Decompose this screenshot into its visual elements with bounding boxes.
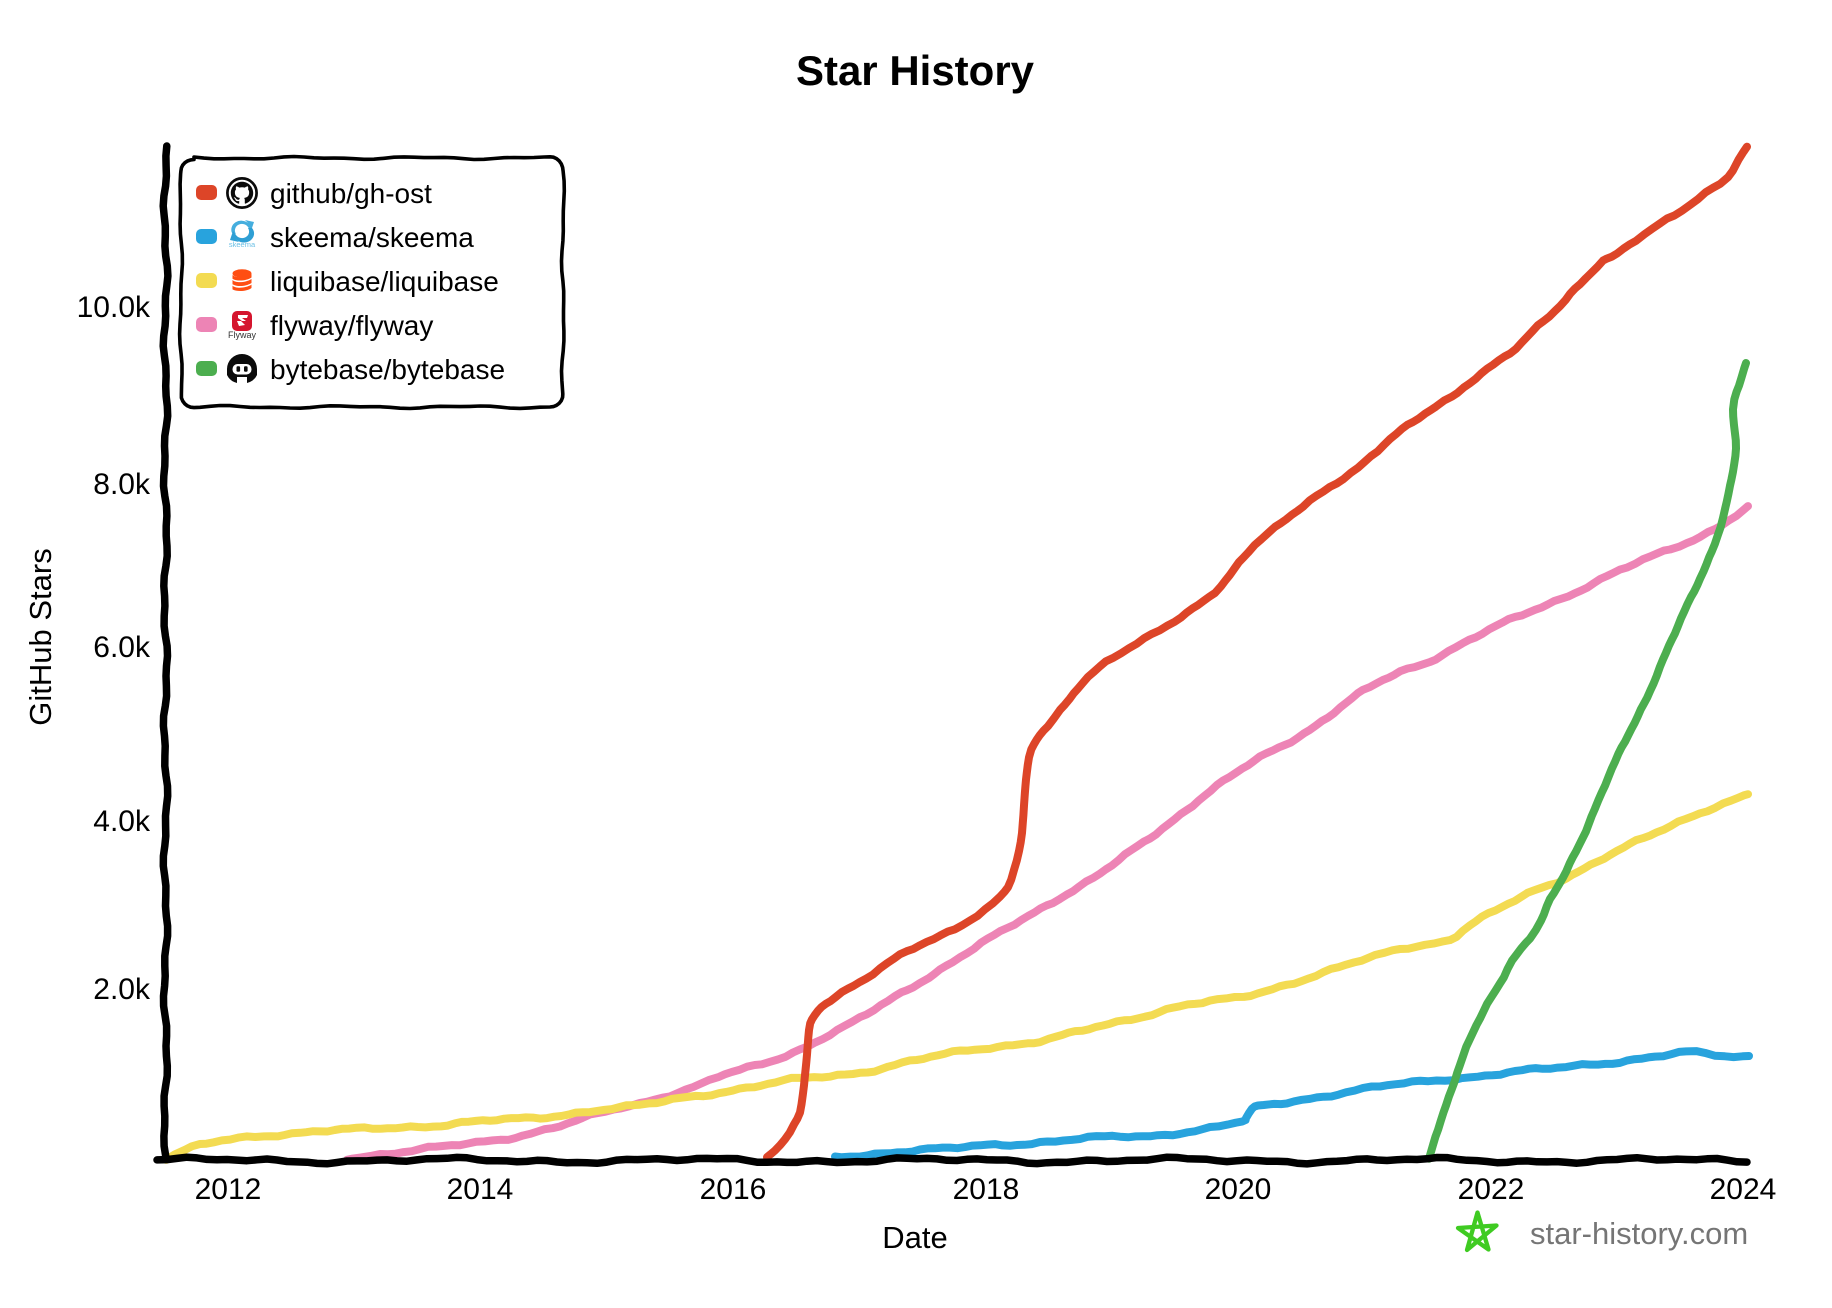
svg-text:Flyway: Flyway (228, 330, 257, 340)
svg-text:6.0k: 6.0k (93, 631, 151, 664)
svg-text:Star History: Star History (796, 47, 1035, 94)
svg-text:4.0k: 4.0k (93, 805, 151, 838)
svg-text:10.0k: 10.0k (77, 291, 151, 324)
svg-text:2018: 2018 (953, 1173, 1020, 1206)
svg-text:flyway/flyway: flyway/flyway (270, 310, 433, 341)
svg-text:2022: 2022 (1458, 1173, 1525, 1206)
svg-text:github/gh-ost: github/gh-ost (270, 178, 432, 209)
svg-text:2020: 2020 (1205, 1173, 1272, 1206)
svg-text:skeema/skeema: skeema/skeema (270, 222, 474, 253)
svg-text:GitHub Stars: GitHub Stars (23, 548, 58, 725)
svg-text:bytebase/bytebase: bytebase/bytebase (270, 354, 505, 385)
svg-text:2014: 2014 (447, 1173, 514, 1206)
svg-text:skeema: skeema (229, 240, 256, 249)
svg-text:2012: 2012 (195, 1173, 262, 1206)
svg-text:Date: Date (882, 1220, 947, 1255)
svg-text:2024: 2024 (1710, 1173, 1777, 1206)
svg-text:2016: 2016 (700, 1173, 767, 1206)
svg-text:star-history.com: star-history.com (1530, 1216, 1748, 1251)
svg-text:8.0k: 8.0k (93, 468, 151, 501)
svg-text:2.0k: 2.0k (93, 973, 151, 1006)
svg-text:liquibase/liquibase: liquibase/liquibase (270, 266, 499, 297)
